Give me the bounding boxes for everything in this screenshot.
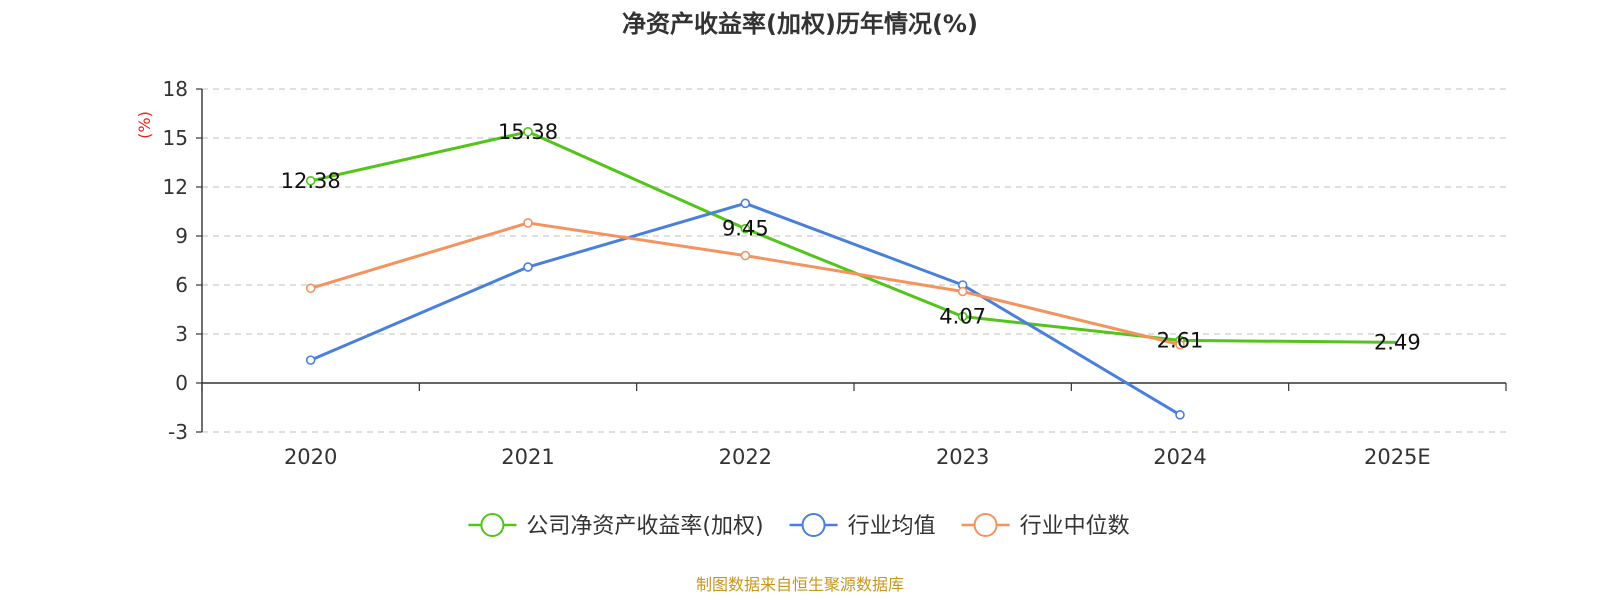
legend-label: 行业中位数 bbox=[1020, 514, 1130, 539]
x-tick-label: 2022 bbox=[719, 445, 772, 469]
data-point[interactable] bbox=[740, 250, 751, 261]
data-point[interactable] bbox=[957, 311, 968, 322]
legend-item[interactable]: 公司净资产收益率(加权) bbox=[468, 513, 764, 539]
legend-marker-icon bbox=[480, 513, 505, 537]
data-point[interactable] bbox=[523, 218, 533, 228]
data-label: 4.07 bbox=[939, 305, 986, 329]
data-point[interactable] bbox=[305, 283, 316, 294]
data-label: 2.61 bbox=[1157, 328, 1204, 352]
y-tick-label: 9 bbox=[175, 224, 188, 248]
y-tick-label: 15 bbox=[163, 126, 188, 150]
legend-marker-icon bbox=[973, 513, 998, 537]
legend-label: 行业均值 bbox=[848, 514, 936, 539]
legend[interactable]: 公司净资产收益率(加权) 行业均值 行业中位数 bbox=[468, 513, 1130, 539]
source-note: 制图数据来自恒生聚源数据库 bbox=[696, 575, 904, 594]
chart-title: 净资产收益率(加权)历年情况(%) bbox=[622, 10, 978, 38]
y-tick-label: -3 bbox=[168, 420, 188, 444]
data-point[interactable] bbox=[523, 126, 533, 137]
data-point[interactable] bbox=[1175, 339, 1185, 350]
data-point[interactable] bbox=[740, 198, 751, 209]
data-point[interactable] bbox=[305, 175, 316, 186]
series-line bbox=[310, 130, 1398, 344]
data-point[interactable] bbox=[305, 355, 316, 365]
y-tick-label: 12 bbox=[163, 175, 188, 199]
data-label: 12.38 bbox=[281, 169, 341, 193]
data-point[interactable] bbox=[523, 262, 533, 272]
y-tick-label: 6 bbox=[175, 273, 188, 297]
x-tick-label: 2021 bbox=[501, 445, 554, 469]
x-tick-label: 2020 bbox=[284, 445, 337, 469]
data-point[interactable] bbox=[957, 286, 968, 297]
x-tick-label: 2023 bbox=[936, 445, 989, 469]
legend-marker-icon bbox=[801, 513, 826, 537]
data-label: 9.45 bbox=[722, 217, 769, 241]
data-labels: 12.38 15.38 9.45 4.07 2.61 2.49 bbox=[281, 120, 1421, 355]
y-tick-label: 0 bbox=[175, 371, 188, 395]
data-label: 15.38 bbox=[498, 120, 558, 144]
data-label: 2.49 bbox=[1374, 330, 1421, 354]
data-point[interactable] bbox=[740, 223, 751, 234]
x-tick-label: 2025E bbox=[1364, 445, 1431, 469]
data-point[interactable] bbox=[1175, 410, 1185, 420]
grid-lines bbox=[202, 88, 1506, 433]
y-tick-label: 3 bbox=[175, 322, 188, 346]
legend-label: 公司净资产收益率(加权) bbox=[526, 514, 763, 539]
y-axis-label: (%) bbox=[135, 111, 154, 139]
x-tick-label: 2024 bbox=[1153, 445, 1206, 469]
y-tick-label: 18 bbox=[163, 77, 188, 101]
series-3 bbox=[305, 218, 1185, 350]
axes: -3 0 3 6 9 12 15 18 2020 2021 2022 2023 2024 2025E bbox=[163, 77, 1507, 469]
legend-item[interactable]: 行业中位数 bbox=[961, 513, 1130, 539]
series-lines bbox=[305, 126, 1398, 420]
legend-item[interactable]: 行业均值 bbox=[789, 513, 936, 539]
